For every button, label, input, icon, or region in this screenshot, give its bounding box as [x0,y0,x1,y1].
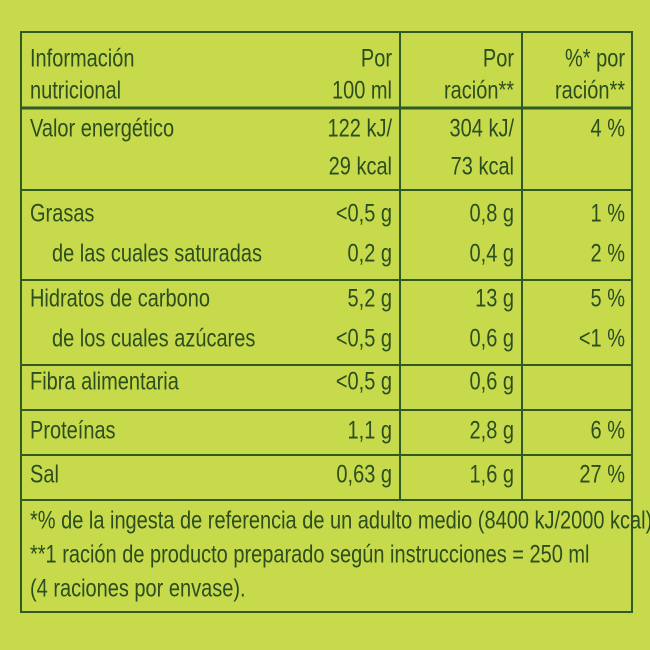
cell-text: 0,6 g [470,368,514,396]
cell-text: 1,1 g [348,417,392,445]
cell-text: Hidratos de carbono [30,285,210,313]
cell-text: Información [30,45,134,73]
cell-text: <1 % [579,325,625,353]
cell-text: ración** [555,77,625,105]
cell-text: 73 kcal [451,153,514,181]
cell-text: %* por [565,45,625,73]
cell-text: 2,8 g [470,417,514,445]
footnote: **1 ración de producto preparado según i… [30,541,589,569]
cell-text: <0,5 g [336,368,392,396]
cell-text: Valor energético [30,115,174,143]
cell-text: Grasas [30,200,94,228]
cell-text: 13 g [475,285,514,313]
cell-text: de las cuales saturadas [52,240,262,268]
cell-text: 1,6 g [470,461,514,489]
cell-text: Por [361,45,393,73]
cell-text: 1 % [591,200,625,228]
cell-text: nutricional [30,77,121,105]
cell-text: Sal [30,461,59,489]
cell-text: <0,5 g [336,200,392,228]
cell-text: 0,2 g [348,240,392,268]
cell-text: 0,63 g [336,461,392,489]
cell-text: <0,5 g [336,325,392,353]
cell-text: 122 kJ/ [328,115,393,143]
cell-text: Fibra alimentaria [30,368,179,396]
cell-text: 5 % [591,285,625,313]
cell-text: 100 ml [332,77,392,105]
cell-text: 27 % [579,461,625,489]
cell-text: 0,6 g [470,325,514,353]
cell-text: 0,4 g [470,240,514,268]
cell-text: Proteínas [30,417,116,445]
cell-text: de los cuales azúcares [52,325,255,353]
cell-text: 304 kJ/ [450,115,515,143]
cell-text: 6 % [591,417,625,445]
cell-text: 4 % [591,115,625,143]
cell-text: Por [483,45,515,73]
cell-text: 2 % [591,240,625,268]
cell-text: 5,2 g [348,285,392,313]
cell-text: 0,8 g [470,200,514,228]
cell-text: 29 kcal [329,153,392,181]
cell-text: ración** [444,77,514,105]
footnote: *% de la ingesta de referencia de un adu… [30,507,650,535]
footnote: (4 raciones por envase). [30,575,246,603]
table-frame [20,31,633,613]
